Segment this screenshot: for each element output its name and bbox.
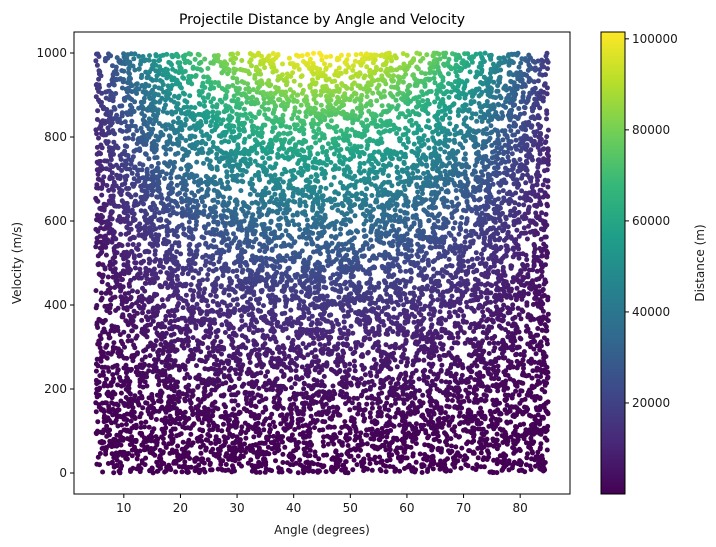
x-axis-label: Angle (degrees) [274, 523, 370, 537]
x-axis-tick-label: 30 [229, 501, 244, 515]
colorbar-label: Distance (m) [693, 224, 707, 301]
y-axis-label: Velocity (m/s) [10, 222, 24, 304]
x-axis: 10 20 30 40 50 60 70 80 [116, 494, 528, 515]
x-axis-tick-label: 50 [343, 501, 358, 515]
x-axis-tick-label: 60 [399, 501, 414, 515]
y-axis-tick-label: 800 [44, 130, 67, 144]
colorbar [600, 31, 626, 495]
colorbar-tick-label: 20000 [632, 396, 670, 410]
colorbar-tick-label: 40000 [632, 305, 670, 319]
colorbar-axis: 20000 40000 60000 80000 100000 [625, 32, 678, 410]
x-axis-tick-label: 20 [173, 501, 188, 515]
y-axis-tick-label: 600 [44, 214, 67, 228]
colorbar-tick-label: 80000 [632, 123, 670, 137]
x-axis-tick-label: 10 [116, 501, 131, 515]
y-axis-tick-label: 1000 [36, 46, 67, 60]
plot-frame [73, 31, 571, 495]
y-axis-tick-label: 200 [44, 382, 67, 396]
y-axis: 0 200 400 600 800 1000 [36, 46, 74, 480]
chart-title: Projectile Distance by Angle and Velocit… [179, 12, 465, 28]
x-axis-tick-label: 70 [456, 501, 471, 515]
scatter-points [93, 50, 551, 476]
y-axis-tick-label: 400 [44, 298, 67, 312]
x-axis-tick-label: 40 [286, 501, 301, 515]
colorbar-tick-label: 60000 [632, 214, 670, 228]
colorbar-tick-label: 100000 [632, 32, 678, 46]
x-axis-tick-label: 80 [513, 501, 528, 515]
y-axis-tick-label: 0 [59, 466, 67, 480]
